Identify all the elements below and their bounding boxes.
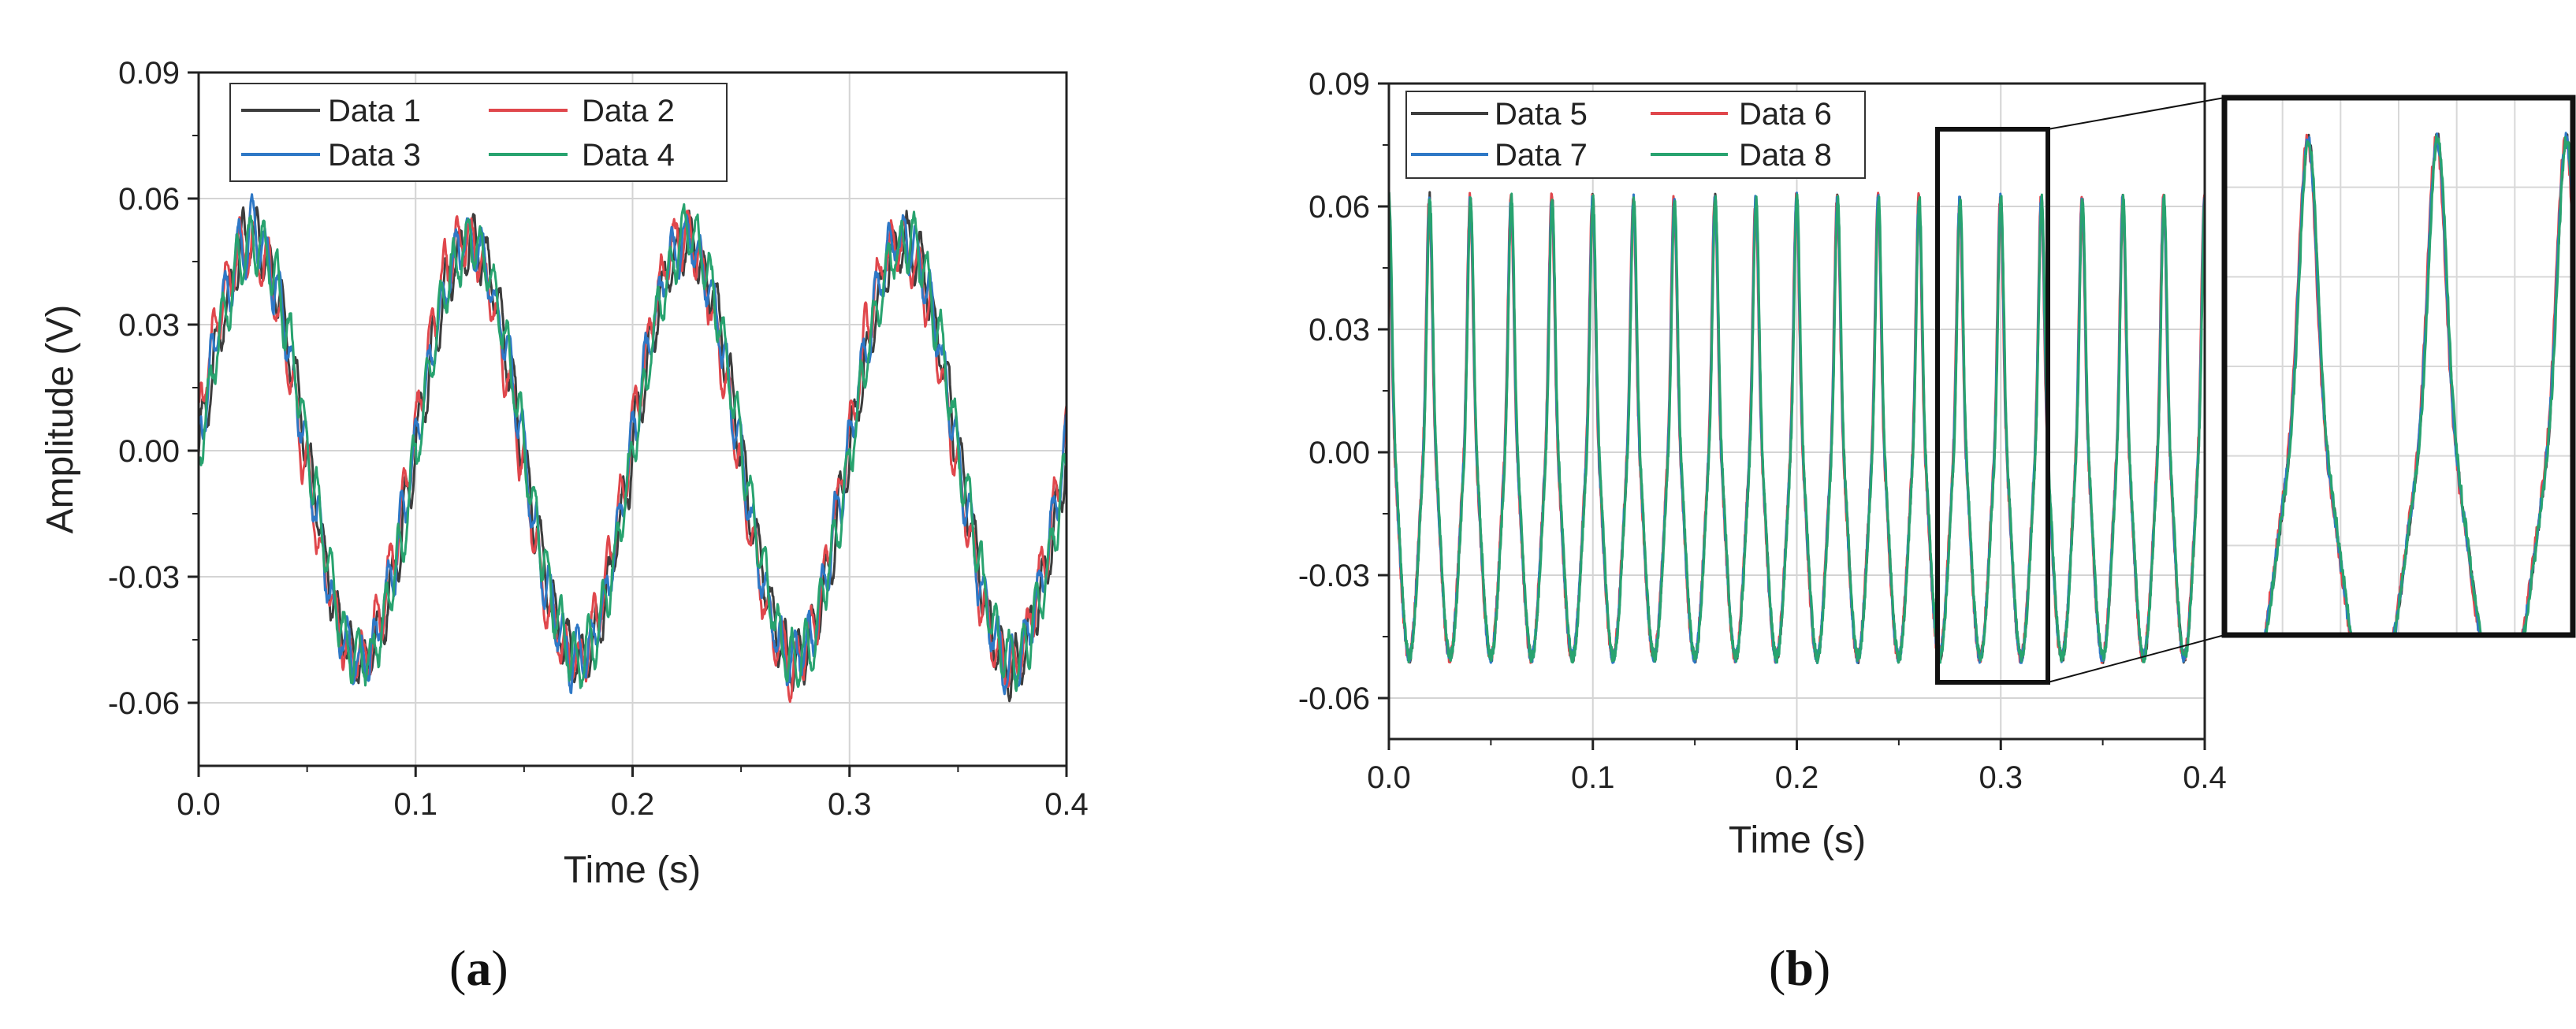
- chart-a-xlabel: Time (s): [564, 849, 701, 891]
- legend-label-data4: Data 4: [582, 138, 675, 173]
- chart-b-legend: Data 5 Data 6 Data 7 Data 8: [1405, 91, 1866, 179]
- chart-a-ylabel: Amplitude (V): [39, 305, 81, 534]
- panel-label-b-letter: b: [1785, 940, 1814, 996]
- chart-a-xtick-label: 0.3: [828, 787, 872, 822]
- panel-label-b-close: ): [1813, 940, 1831, 996]
- panel-label-b-open: (: [1769, 940, 1786, 996]
- zoom-inset: [2221, 95, 2576, 638]
- chart-a-ytick-label: 0.06: [118, 182, 180, 217]
- chart-a-xtick-label: 0.2: [611, 787, 655, 822]
- chart-a-ticks: 0.0 0.1 0.2 0.3 0.4 -0.06 -0.03 0.00 0.03 0.06 0.0…: [108, 56, 1089, 822]
- zoom-inset-frame: [2221, 95, 2576, 638]
- legend-label-data8: Data 8: [1739, 138, 1832, 173]
- chart-b: 0.0 0.1 0.2 0.3 0.4 -0.06 -0.03 0.00 0.03 0.06 0.0…: [1298, 67, 2576, 861]
- panel-label-b: (b): [1769, 939, 1830, 997]
- chart-b-ytick-label: 0.09: [1308, 67, 1370, 102]
- chart-a-ytick-label: 0.00: [118, 434, 180, 469]
- zoom-window-rect: [1935, 127, 2050, 685]
- legend-label-data3: Data 3: [328, 138, 421, 173]
- chart-b-series: [1387, 191, 2206, 664]
- zoom-connector-bottom: [2047, 634, 2225, 683]
- legend-label-data7: Data 7: [1495, 138, 1588, 173]
- chart-a-xtick-label: 0.1: [393, 787, 437, 822]
- chart-b-xtick-label: 0.0: [1367, 760, 1411, 795]
- chart-b-ytick-label: 0.06: [1308, 190, 1370, 225]
- chart-a-xtick-label: 0.0: [177, 787, 221, 822]
- series-data-2: [198, 210, 1068, 704]
- panel-label-a-letter: a: [466, 940, 492, 996]
- series-data-4: [197, 202, 1068, 693]
- panel-label-a-close: ): [491, 940, 508, 996]
- chart-a-legend-box: [229, 83, 728, 182]
- chart-a-ytick-label: -0.06: [108, 686, 180, 721]
- chart-b-ytick-label: 0.03: [1308, 313, 1370, 347]
- chart-b-grid: [1388, 83, 2206, 739]
- chart-b-xtick-label: 0.2: [1775, 760, 1819, 795]
- chart-b-ticks: 0.0 0.1 0.2 0.3 0.4 -0.06 -0.03 0.00 0.03 0.06 0.0…: [1298, 67, 2227, 795]
- chart-b-ytick-label: -0.06: [1298, 682, 1370, 716]
- chart-a-ytick-label: 0.09: [118, 56, 180, 91]
- legend-label-data2: Data 2: [582, 94, 675, 128]
- chart-b-legend-box: [1405, 91, 1866, 179]
- chart-a-xtick-label: 0.4: [1044, 787, 1089, 822]
- legend-label-data1: Data 1: [328, 94, 421, 128]
- legend-label-data5: Data 5: [1495, 97, 1588, 132]
- chart-b-ytick-label: 0.00: [1308, 436, 1370, 470]
- panel-label-a-open: (: [449, 940, 467, 996]
- legend-label-data6: Data 6: [1739, 97, 1832, 132]
- chart-b-xlabel: Time (s): [1729, 819, 1866, 861]
- chart-a-ytick-label: 0.03: [118, 308, 180, 343]
- chart-b-xtick-label: 0.3: [1979, 760, 2023, 795]
- panel-label-a: (a): [449, 939, 508, 997]
- chart-a: 0.0 0.1 0.2 0.3 0.4 -0.06 -0.03 0.00 0.03 0.06 0.0…: [39, 56, 1089, 891]
- chart-b-xtick-label: 0.4: [2183, 760, 2227, 795]
- chart-b-xtick-label: 0.1: [1571, 760, 1615, 795]
- chart-a-legend: Data 1 Data 2 Data 3 Data 4: [229, 83, 728, 182]
- chart-a-series: [197, 193, 1068, 704]
- chart-a-ytick-label: -0.03: [108, 560, 180, 595]
- zoom-connector-top: [2047, 97, 2225, 130]
- chart-b-ytick-label: -0.03: [1298, 559, 1370, 593]
- series-data-8: [1387, 191, 2206, 664]
